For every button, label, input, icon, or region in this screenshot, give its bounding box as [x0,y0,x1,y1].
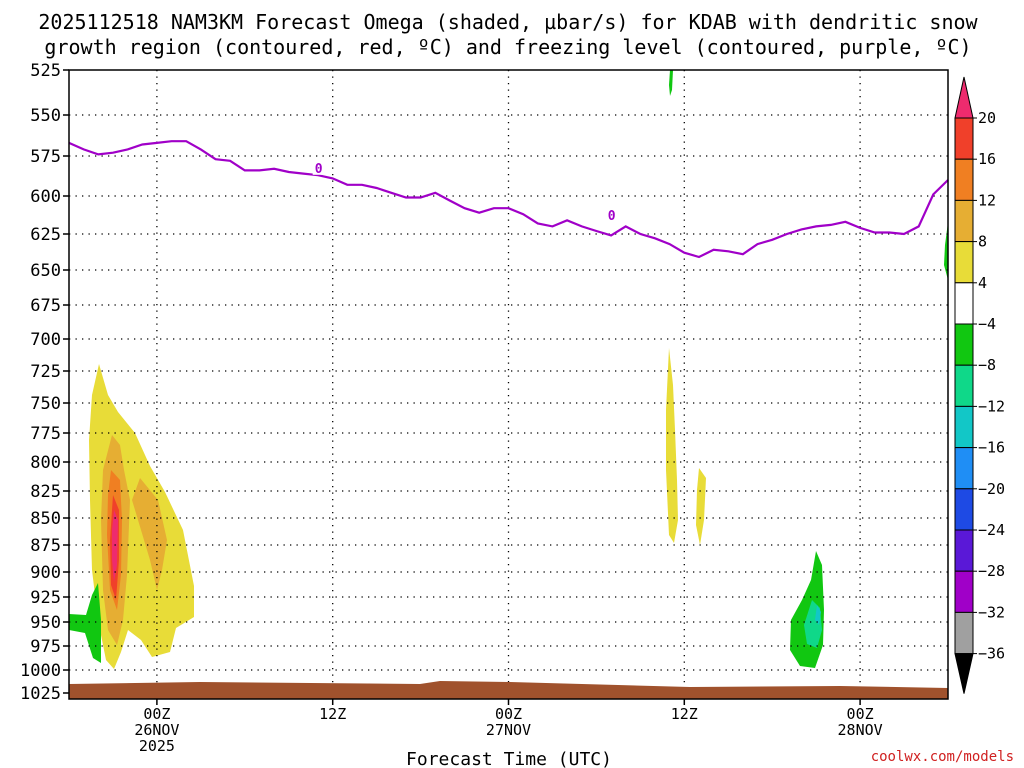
colorbar-swatch-9 [954,447,974,490]
chart-title-line-2: growth region (contoured, red, ºC) and f… [44,35,971,59]
colorbar-swatch-3 [954,199,974,243]
y-tick-label-775: 775 [30,424,61,444]
colorbar-swatch-12 [954,570,974,613]
y-tick-label-600: 600 [30,187,61,207]
x-tick-label-36-1: 12Z [319,705,346,723]
y-tick-label-800: 800 [30,453,61,473]
omega-region-yellow-midday-27nov [666,348,678,543]
colorbar-label-1: 16 [978,150,996,168]
colorbar-bottom-arrow [954,653,974,694]
y-tick-label-850: 850 [30,509,61,529]
colorbar-label-3: 8 [978,233,987,251]
colorbar: 20 16 12 8 4 −4 −8 −12 −16 −20 −24 −28 −32 −36 [954,76,1005,694]
colorbar-label-11: −28 [978,562,1005,580]
x-tick-label-60-1: 12Z [671,705,698,723]
y-tick-label-875: 875 [30,536,61,556]
y-tick-label-900: 900 [30,563,61,583]
y-tick-label-550: 550 [30,106,61,126]
omega-region-green-top-27nov [669,70,673,96]
omega-region-cyan-evening-27nov [815,605,821,625]
y-tick-label-650: 650 [30,261,61,281]
colorbar-label-10: −24 [978,521,1005,539]
x-tick-label-48-1: 00Z [495,705,522,723]
x-tick-label-24-3: 2025 [139,737,175,755]
y-tick-label-700: 700 [30,330,61,350]
colorbar-label-4: 4 [978,274,987,292]
colorbar-swatch-10 [954,488,974,531]
y-tick-label-675: 675 [30,296,61,316]
y-axis: 525 550 575 600 625 650 675 700 725 750 775 800 825 8… [20,61,69,704]
source-credit: coolwx.com/models [871,749,1014,765]
colorbar-label-7: −12 [978,397,1005,415]
colorbar-label-8: −16 [978,439,1005,457]
omega-region-green-west-sink [69,583,101,663]
colorbar-label-12: −32 [978,603,1005,621]
colorbar-swatch-7 [954,364,974,407]
colorbar-swatch-8 [954,405,974,449]
y-tick-label-1000: 1000 [20,661,61,681]
omega-region-green-right-edge [944,222,948,280]
y-tick-label-950: 950 [30,613,61,633]
freezing-level-label-bg-2 [605,206,618,222]
freezing-level-line [68,140,949,259]
colorbar-label-6: −8 [978,356,996,374]
colorbar-swatch-4 [954,241,974,284]
y-tick-label-625: 625 [30,225,61,245]
x-tick-label-24-2: 26NOV [134,721,179,739]
colorbar-swatch-2 [954,158,974,201]
omega-region-pink-west-max [112,510,118,582]
colorbar-swatch-5 [954,282,974,325]
x-tick-label-48-2: 27NOV [486,721,531,739]
colorbar-swatch-1 [954,117,974,160]
y-tick-label-925: 925 [30,588,61,608]
colorbar-label-13: −36 [978,645,1005,663]
y-tick-label-575: 575 [30,147,61,167]
freezing-level-labels: 00 [312,159,618,224]
colorbar-label-9: −20 [978,480,1005,498]
colorbar-swatch-13 [954,611,974,655]
colorbar-swatch-11 [954,529,974,572]
omega-region-orange-west-core-b [132,478,167,590]
terrain-strip [69,681,948,699]
x-tick-label-72-2: 28NOV [838,721,883,739]
freezing-level-label-2: 0 [608,209,616,224]
colorbar-label-5: −4 [978,315,996,333]
y-tick-label-725: 725 [30,362,61,382]
x-tick-label-72-1: 00Z [847,705,874,723]
omega-region-yellow-midday-27nov-b [696,468,706,545]
y-tick-label-825: 825 [30,482,61,502]
plot-area: 00 [68,69,949,700]
omega-shading [69,70,948,669]
y-tick-label-525: 525 [30,61,61,81]
colorbar-label-0: 20 [978,109,996,127]
freezing-level-label-bg-1 [312,159,325,175]
freezing-level-label-1: 0 [315,162,323,177]
plot-grid [69,70,948,699]
y-tick-label-750: 750 [30,394,61,414]
chart-title-line-1: 2025112518 NAM3KM Forecast Omega (shaded… [38,10,978,34]
x-axis-label: Forecast Time (UTC) [406,749,612,768]
x-tick-label-24-1: 00Z [143,705,170,723]
y-tick-label-1025: 1025 [20,684,61,704]
colorbar-top-arrow [954,76,974,119]
y-tick-label-975: 975 [30,637,61,657]
colorbar-swatch-6 [954,323,974,366]
colorbar-label-2: 12 [978,191,996,209]
